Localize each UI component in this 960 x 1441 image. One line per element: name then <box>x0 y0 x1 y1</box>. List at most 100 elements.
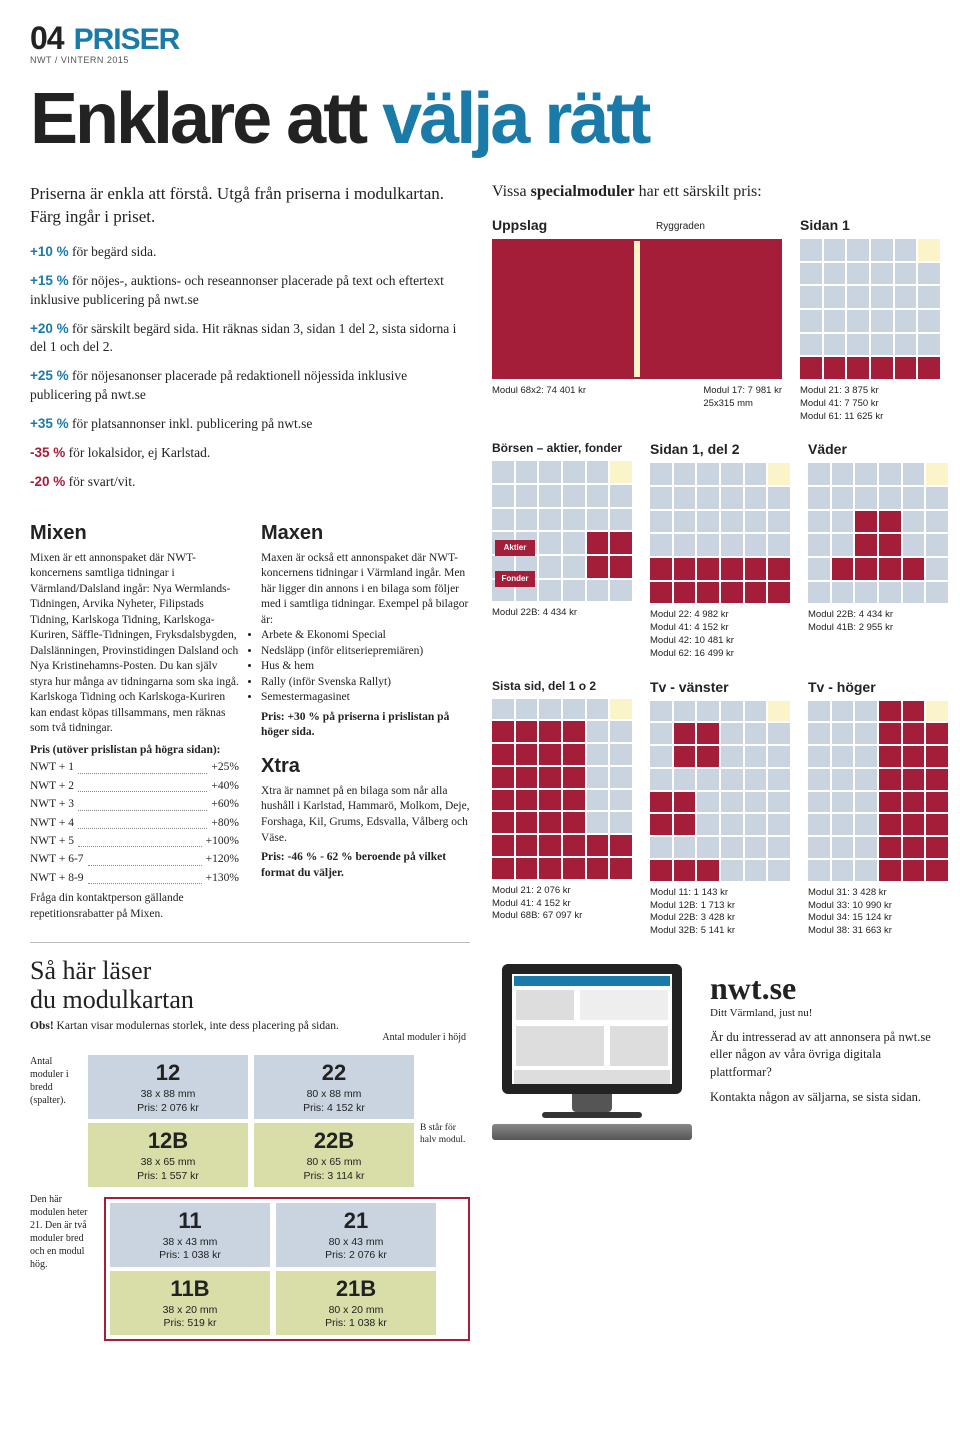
grid-cell <box>697 837 719 858</box>
grid-cell <box>855 814 877 835</box>
grid-cell <box>539 509 561 531</box>
mod-pricing: Modul 68x2: 74 401 kr Modul 17: 7 981 kr… <box>492 385 782 411</box>
grid-cell <box>768 769 790 790</box>
grid-cell <box>610 699 632 720</box>
mod-pricing: Modul 31: 3 428 krModul 33: 10 990 krMod… <box>808 887 948 938</box>
mixen-price-list: NWT + 1+25%NWT + 2+40%NWT + 3+60%NWT + 4… <box>30 758 239 887</box>
grid-cell <box>610 767 632 788</box>
grid-cell <box>697 860 719 881</box>
hero-black: Enklare att <box>30 79 382 159</box>
grid-cell <box>903 463 925 485</box>
grid-cell <box>516 485 538 507</box>
mod-title: Tv - höger <box>808 679 948 695</box>
grid-cell <box>516 858 538 879</box>
grid-cell <box>918 286 940 308</box>
grid-cell <box>745 558 767 580</box>
grid-cell <box>808 582 830 604</box>
grid-cell <box>721 837 743 858</box>
readmap-section: Så här läser du modulkartan Obs! Kartan … <box>30 942 470 1341</box>
cell-dim: 38 x 43 mm <box>110 1236 270 1250</box>
grid-cell <box>855 860 877 881</box>
grid-cell <box>745 582 767 604</box>
grid-cell <box>610 858 632 879</box>
hero-title: Enklare att välja rätt <box>30 83 930 155</box>
maxen-price: Pris: +30 % på priserna i prislistan på … <box>261 711 449 739</box>
grid-cell <box>563 767 585 788</box>
grid-cell <box>674 814 696 835</box>
grid-cell <box>903 769 925 790</box>
ryggraden-label: Ryggraden <box>656 221 705 232</box>
mod-sidan1: Sidan 1 Modul 21: 3 875 krModul 41: 7 75… <box>800 217 940 423</box>
grid-cell <box>832 814 854 835</box>
grid-cell <box>847 263 869 285</box>
grid-cell <box>895 263 917 285</box>
grid-cell <box>879 769 901 790</box>
grid-cell <box>745 814 767 835</box>
grid-cell <box>539 485 561 507</box>
grid-cell <box>918 239 940 261</box>
price-line: Modul 21: 3 875 kr <box>800 385 940 398</box>
mod-title: Börsen – aktier, fonder <box>492 441 632 455</box>
grid-cell <box>895 357 917 379</box>
grid-cell <box>721 860 743 881</box>
grid-cell <box>871 310 893 332</box>
grid-cell <box>492 509 514 531</box>
grid-cell <box>610 485 632 507</box>
grid-cell <box>650 511 672 533</box>
grid-cell <box>721 582 743 604</box>
grid-cell <box>563 485 585 507</box>
grid-cell <box>697 746 719 767</box>
grid-cell <box>587 509 609 531</box>
grid-cell <box>697 769 719 790</box>
maxen-body: Maxen är också ett annonspaket där NWT-k… <box>261 551 470 629</box>
grid-cell <box>650 814 672 835</box>
grid-cell <box>871 357 893 379</box>
grid-cell <box>855 487 877 509</box>
grid-cell <box>610 790 632 811</box>
cell-price: Pris: 519 kr <box>110 1317 270 1331</box>
xtra-price: Pris: -46 % - 62 % beroende på vilket fo… <box>261 851 446 879</box>
page-number: 04 <box>30 20 64 57</box>
grid-cell <box>492 812 514 833</box>
price-line: Modul 34: 15 124 kr <box>808 912 948 925</box>
grid-cell <box>650 723 672 744</box>
grid-cell <box>674 558 696 580</box>
grid-cell <box>650 463 672 485</box>
xtra-title: Xtra <box>261 755 470 778</box>
cell-dim: 38 x 20 mm <box>110 1304 270 1318</box>
grid-cell <box>903 860 925 881</box>
cell-num: 12B <box>88 1127 248 1156</box>
grid <box>800 239 940 379</box>
readmap-title: Så här läser du modulkartan <box>30 957 470 1014</box>
grid-cell <box>674 487 696 509</box>
grid-cell <box>674 837 696 858</box>
grid-cell <box>855 792 877 813</box>
grid-cell <box>847 334 869 356</box>
grid-cell <box>650 534 672 556</box>
nwtse-logo: nwt.se <box>710 970 932 1007</box>
grid-cell <box>855 746 877 767</box>
nwtse-tag: Ditt Värmland, just nu! <box>710 1007 932 1019</box>
grid-cell <box>587 461 609 483</box>
grid-cell <box>745 860 767 881</box>
mixen-pris-head: Pris (utöver prislistan på högra sidan): <box>30 743 239 759</box>
grid-cell <box>871 263 893 285</box>
grid-cell <box>563 509 585 531</box>
grid-cell <box>768 582 790 604</box>
cell-price: Pris: 4 152 kr <box>254 1102 414 1116</box>
price-line: Modul 32B: 5 141 kr <box>650 925 790 938</box>
grid-cell <box>879 746 901 767</box>
grid-cell <box>903 792 925 813</box>
grid-cell <box>697 487 719 509</box>
grid-cell <box>539 812 561 833</box>
grid-cell <box>610 835 632 856</box>
grid-cell <box>855 769 877 790</box>
mod-title: Sidan 1 <box>800 217 940 233</box>
karta-cell-21b: 21B 80 x 20 mm Pris: 1 038 kr <box>276 1271 436 1335</box>
mod-pricing: Modul 22: 4 982 krModul 41: 4 152 krModu… <box>650 609 790 660</box>
price-line: Modul 33: 10 990 kr <box>808 900 948 913</box>
grid-cell <box>745 701 767 722</box>
grid-cell <box>808 746 830 767</box>
mod-tvh: Tv - höger Modul 31: 3 428 krModul 33: 1… <box>808 679 948 938</box>
grid-cell <box>855 701 877 722</box>
